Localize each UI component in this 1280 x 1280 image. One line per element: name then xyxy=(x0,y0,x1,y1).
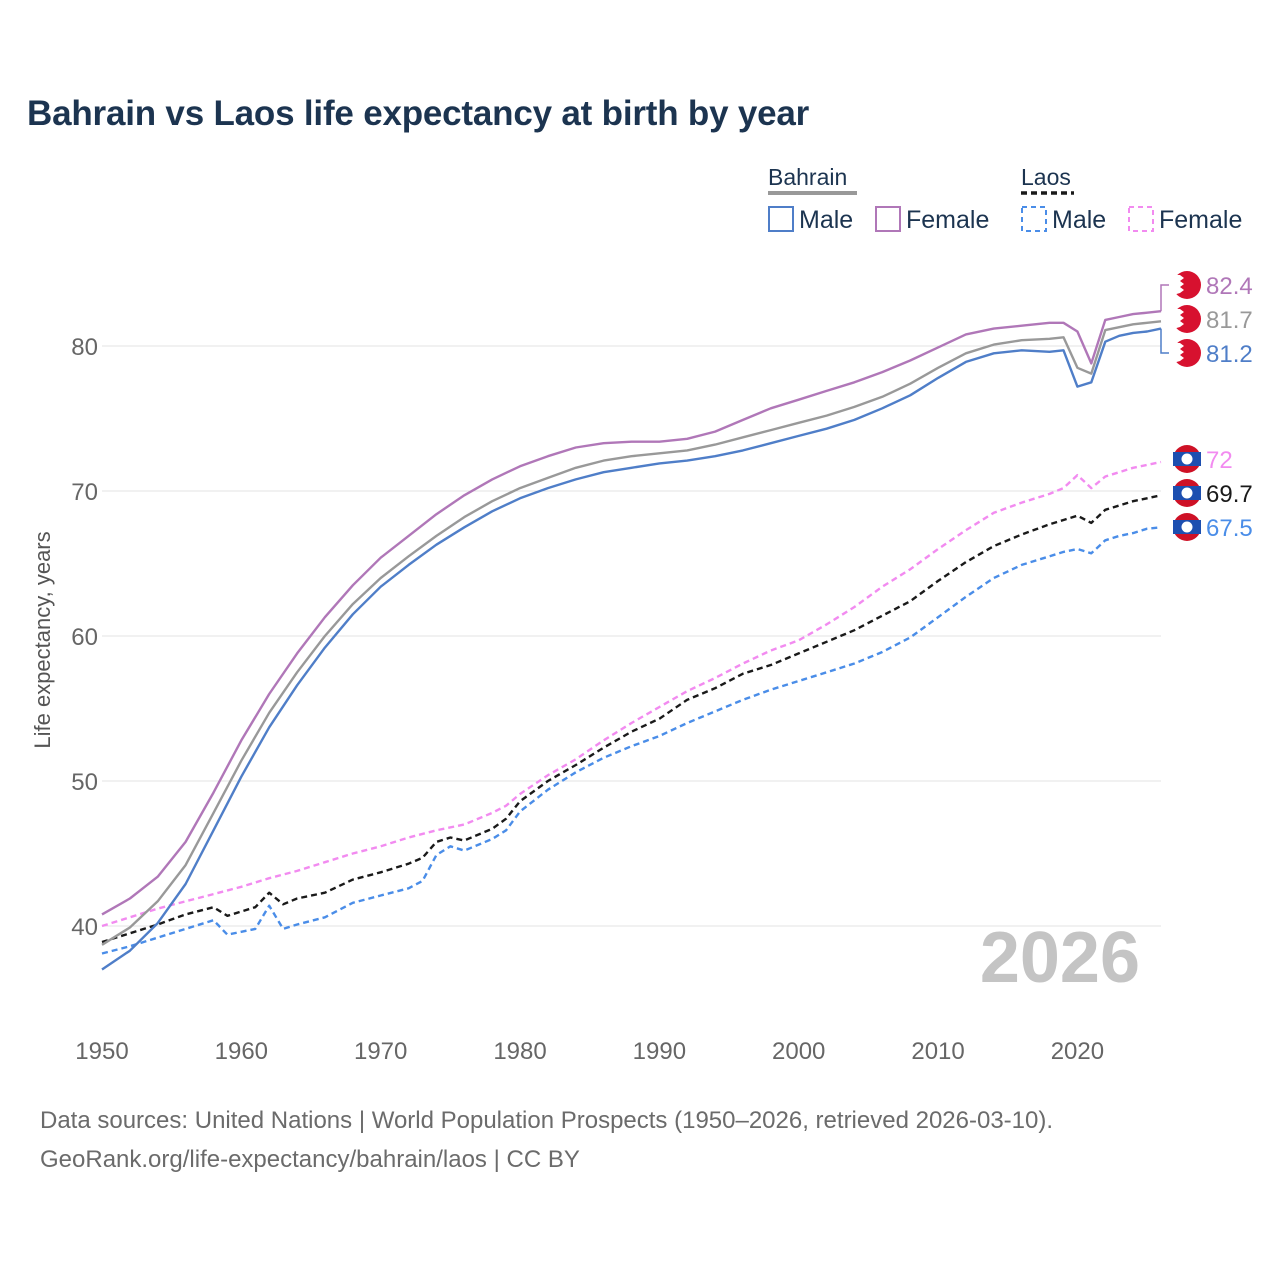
end-label-laos-total: 69.7 xyxy=(1206,481,1253,508)
series-line-bahrain-female xyxy=(101,310,1162,916)
legend-laos-title: Laos xyxy=(1021,164,1071,190)
series-line-laos-male xyxy=(101,526,1162,955)
legend-bahrain-female-swatch xyxy=(875,206,901,232)
laos-flag-icon xyxy=(1173,445,1201,473)
x-tick-label: 1960 xyxy=(215,1038,268,1065)
laos-flag-icon xyxy=(1173,513,1201,541)
y-axis-label: Life expectancy, years xyxy=(30,531,55,748)
end-labels: 82.4 81.7 81.2 72 69.7 67.5 xyxy=(1173,271,1253,542)
y-tick-label: 40 xyxy=(71,914,98,941)
x-tick-label: 2010 xyxy=(911,1038,964,1065)
end-label-laos-female: 72 xyxy=(1206,447,1233,474)
laos-flag-icon xyxy=(1173,479,1201,507)
source-line-1: Data sources: United Nations | World Pop… xyxy=(40,1107,1054,1134)
y-tick-label: 80 xyxy=(71,334,98,361)
legend-laos-male-swatch xyxy=(1021,206,1047,232)
year-watermark: 2026 xyxy=(980,918,1140,998)
legend: Bahrain Male Female Laos Male Female xyxy=(768,164,1242,234)
end-label-laos-male: 67.5 xyxy=(1206,515,1253,542)
series-line-laos-total xyxy=(101,494,1162,944)
x-tick-label: 1950 xyxy=(75,1038,128,1065)
y-axis-ticks: 40 50 60 70 80 xyxy=(71,334,98,941)
x-tick-label: 1970 xyxy=(354,1038,407,1065)
legend-bahrain-male-swatch xyxy=(768,206,794,232)
legend-bahrain-female-label: Female xyxy=(906,206,989,234)
series-line-bahrain-total xyxy=(101,320,1162,946)
connector-bahrain-male xyxy=(1160,328,1169,354)
connector-bahrain-female xyxy=(1160,284,1169,312)
legend-laos-female-label: Female xyxy=(1159,206,1242,234)
bahrain-flag-icon xyxy=(1173,271,1201,299)
end-label-bahrain-female: 82.4 xyxy=(1206,273,1253,300)
end-label-connectors xyxy=(1160,284,1169,354)
legend-bahrain-title: Bahrain xyxy=(768,164,847,190)
x-tick-label: 2000 xyxy=(772,1038,825,1065)
line-chart: 2026 1950 1960 1970 1980 1990 2000 2010 2020 40… xyxy=(30,164,1253,1065)
chart-title: Bahrain vs Laos life expectancy at birth… xyxy=(27,94,810,133)
legend-laos-male-label: Male xyxy=(1052,206,1106,234)
x-axis-ticks: 1950 1960 1970 1980 1990 2000 2010 2020 xyxy=(75,1038,1104,1065)
bahrain-flag-icon xyxy=(1173,305,1201,333)
gridlines xyxy=(102,345,1161,927)
legend-laos-female-swatch xyxy=(1128,206,1154,232)
end-label-bahrain-total: 81.7 xyxy=(1206,307,1253,334)
source-line-2: GeoRank.org/life-expectancy/bahrain/laos… xyxy=(40,1146,580,1173)
bahrain-flag-icon xyxy=(1173,339,1201,367)
x-tick-label: 1980 xyxy=(493,1038,546,1065)
series-line-laos-female xyxy=(101,460,1162,928)
x-tick-label: 2020 xyxy=(1051,1038,1104,1065)
series-line-bahrain-male xyxy=(101,327,1162,971)
y-tick-label: 60 xyxy=(71,624,98,651)
y-tick-label: 70 xyxy=(71,479,98,506)
x-tick-label: 1990 xyxy=(633,1038,686,1065)
legend-bahrain-male-label: Male xyxy=(799,206,853,234)
y-tick-label: 50 xyxy=(71,769,98,796)
end-label-bahrain-male: 81.2 xyxy=(1206,341,1253,368)
series-lines xyxy=(101,310,1162,971)
